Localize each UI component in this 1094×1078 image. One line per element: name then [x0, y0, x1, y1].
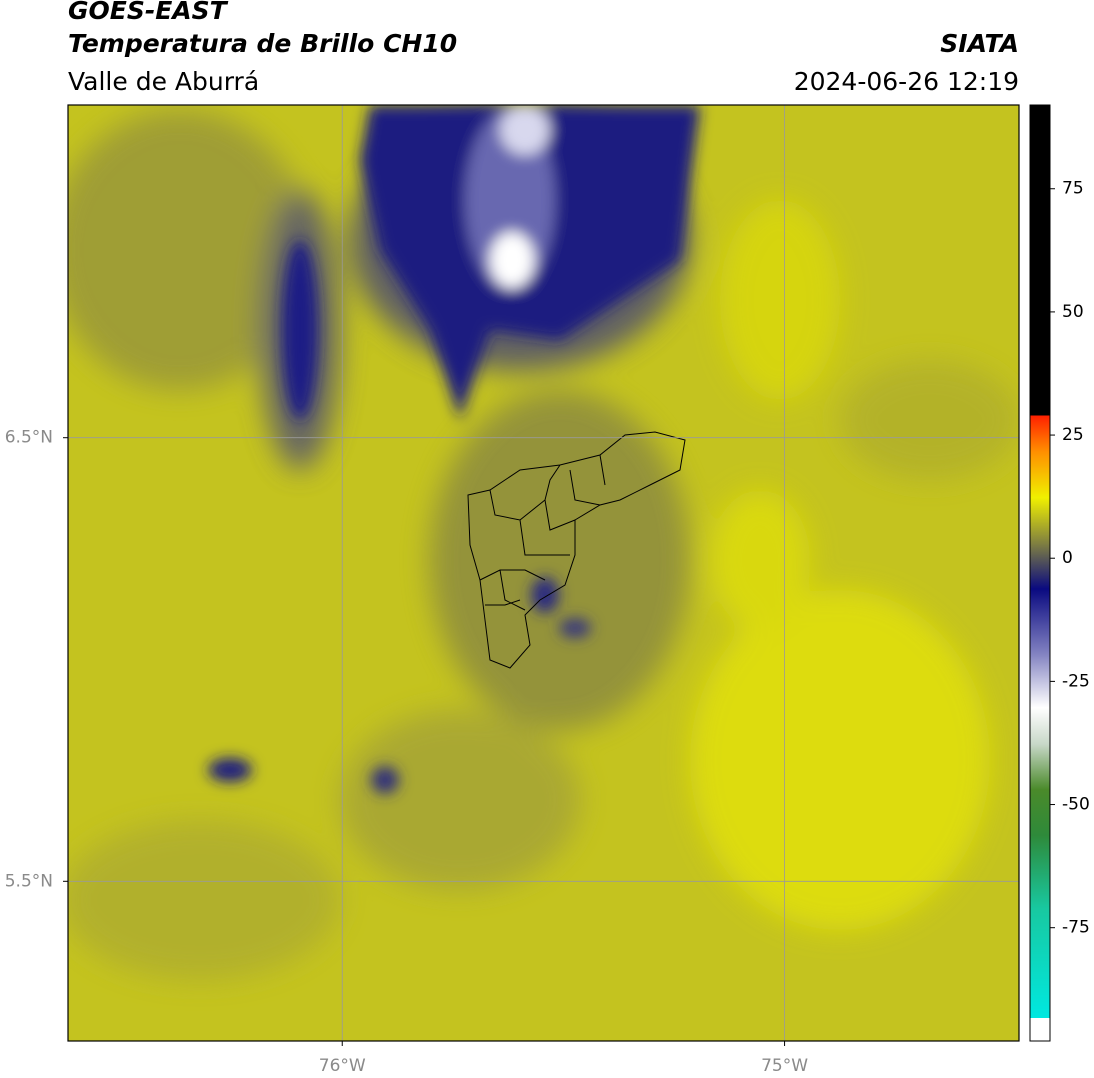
colorbar-frame [1029, 104, 1051, 1042]
colorbar-tick-label: 25 [1062, 425, 1084, 445]
x-tick-label: 76°W [319, 1056, 366, 1076]
colorbar-tick-label: -25 [1062, 671, 1090, 691]
colorbar: 75 50 25 0 -25 -50 -75 [1029, 104, 1090, 1042]
municipal-boundaries [467, 431, 686, 669]
region: Valle de Aburrá [68, 67, 259, 96]
satellite-image [68, 105, 1019, 1041]
colorbar-tick-label: 75 [1062, 179, 1084, 199]
colorbar-tick-label: -75 [1062, 918, 1090, 938]
y-tick-label: 6.5°N [5, 428, 53, 448]
grid [68, 105, 1019, 1041]
timestamp: 2024-06-26 12:19 [794, 67, 1019, 96]
map-frame [67, 104, 1020, 1042]
colorbar-tick-label: -50 [1062, 795, 1090, 815]
colorbar-tick-label: 50 [1062, 302, 1084, 322]
brand: SIATA [940, 29, 1019, 58]
colorbar-ramp [1030, 105, 1050, 1018]
colorbar-extend [1030, 1018, 1050, 1041]
x-tick-label: 75°W [761, 1056, 808, 1076]
subtitle: Temperatura de Brillo CH10 [68, 29, 457, 58]
y-tick-label: 5.5°N [5, 871, 53, 891]
title: GOES-EAST [68, 0, 229, 25]
colorbar-tick-label: 0 [1062, 548, 1073, 568]
